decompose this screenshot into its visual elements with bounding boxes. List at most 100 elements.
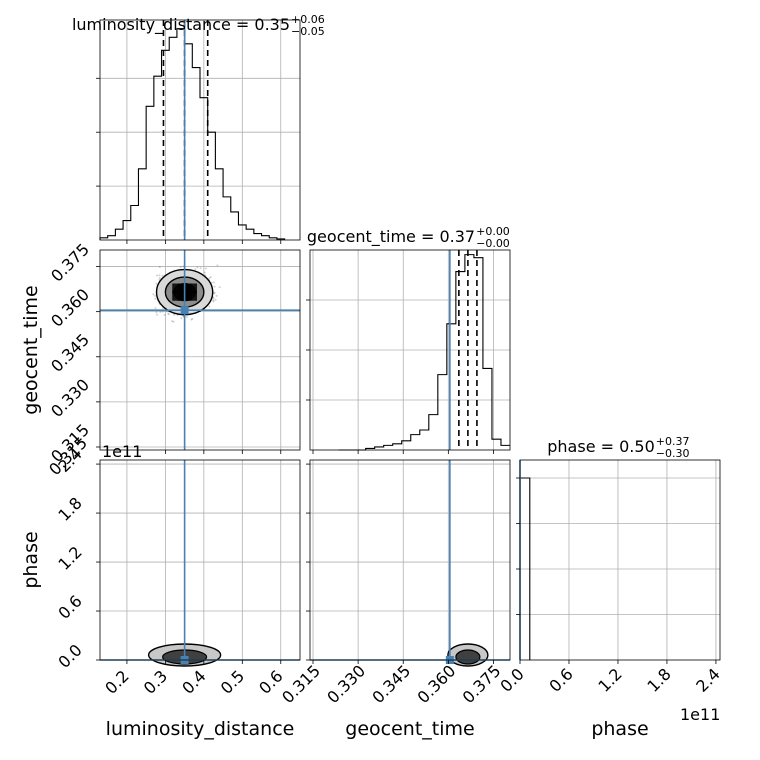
phase-xtick-label: 1.8	[643, 664, 674, 695]
phase-ytick-label: 1.2	[54, 542, 85, 573]
ylabel-geocent-time: geocent_time	[20, 285, 42, 414]
scatter-point	[173, 313, 176, 316]
pha-hist-frame	[519, 459, 721, 661]
scatter-point	[204, 267, 207, 270]
geo-xtick-label: 0.345	[368, 661, 414, 707]
scatter-point	[203, 271, 206, 274]
scatter-point	[158, 266, 161, 268]
lum-hist-step	[99, 28, 286, 240]
scatter-point	[171, 320, 174, 323]
scatter-point	[179, 265, 182, 268]
scatter-point	[154, 294, 156, 297]
scatter-point	[212, 299, 215, 302]
xlabel-geocent-time: geocent_time	[345, 718, 474, 740]
scatter-point	[168, 313, 170, 316]
geocent-ytick-label: 0.345	[47, 330, 93, 376]
scatter-point	[209, 276, 212, 279]
scatter-point	[212, 300, 215, 303]
geocent-ytick-label: 0.375	[47, 240, 93, 286]
geocent_time-title-plus: +0.00	[476, 225, 510, 238]
pha-geo-frame	[309, 459, 511, 661]
geocent_time-title-group: geocent_time = 0.37 +0.00−0.00	[307, 225, 510, 250]
phase-title-plus: +0.37	[656, 435, 690, 448]
phase-ytick-label: 1.8	[54, 493, 85, 524]
scatter-point	[215, 294, 218, 297]
geo-xtick-label: 0.330	[323, 661, 369, 707]
phase-xtick-label: 2.4	[692, 664, 723, 695]
density-core-cell	[183, 283, 197, 294]
scatter-point	[159, 311, 162, 313]
scatter-point	[212, 297, 215, 300]
scatter-point	[212, 281, 215, 284]
scatter-point	[196, 266, 199, 269]
xlabel-luminosity-distance: luminosity_distance	[106, 718, 295, 740]
geocent-ytick-label: 0.360	[47, 285, 93, 331]
scatter-point	[156, 313, 159, 316]
scatter-point	[214, 298, 217, 301]
scatter-point	[199, 267, 202, 270]
luminosity_distance-title-plus: +0.06	[291, 13, 325, 26]
lum-xtick-label: 0.2	[101, 666, 132, 697]
scatter-point	[194, 268, 197, 271]
phase-title: phase = 0.50	[547, 437, 654, 456]
truth-marker	[180, 306, 189, 315]
scatter-point	[163, 313, 166, 316]
scatter-point	[213, 292, 215, 295]
axes-layer	[96, 19, 721, 664]
phase-ytick-label: 0.0	[54, 640, 85, 671]
phase-xtick-label: 1.2	[594, 664, 625, 695]
scatter-point	[152, 293, 155, 296]
lum-xtick-label: 0.5	[217, 666, 248, 697]
scatter-point	[158, 276, 161, 279]
scatter-point	[185, 316, 188, 319]
phase-title-group: phase = 0.50 +0.37−0.30	[547, 435, 689, 460]
scatter-point	[155, 282, 158, 285]
scatter-point	[158, 274, 161, 277]
marks-layer	[99, 20, 531, 667]
luminosity_distance-title-minus: −0.05	[291, 25, 325, 38]
phase-y-offset-text: 1e11	[102, 442, 142, 461]
scatter-point	[161, 310, 164, 313]
grid-layer	[100, 20, 720, 661]
scatter-point	[213, 291, 216, 294]
xlabel-phase: phase	[591, 718, 648, 740]
scatter-point	[191, 317, 194, 320]
geo-lum-frame	[99, 249, 301, 451]
scatter-point	[172, 320, 175, 323]
scatter-point	[213, 285, 216, 288]
phase-title-minus: −0.30	[656, 447, 690, 460]
scatter-point	[208, 305, 211, 308]
geocent_time-title: geocent_time = 0.37	[307, 227, 475, 247]
lum-xtick-label: 0.4	[178, 666, 209, 697]
phase-x-offset-text: 1e11	[680, 705, 720, 724]
geo-xtick-label: 0.315	[278, 661, 324, 707]
scatter-point	[180, 317, 183, 320]
ylabel-phase: phase	[20, 531, 42, 588]
geo-xtick-label: 0.360	[414, 661, 460, 707]
density-core-cell	[183, 290, 197, 301]
geocent-ytick-label: 0.330	[47, 375, 93, 421]
scatter-point	[161, 274, 164, 277]
pha-lum-frame	[99, 459, 301, 661]
scatter-point	[216, 264, 219, 267]
lum-hist-frame	[99, 19, 301, 241]
scatter-point	[155, 311, 158, 314]
pha-geo-contour-inner	[455, 649, 481, 665]
scatter-point	[156, 274, 158, 277]
geo-hist-step	[338, 254, 510, 451]
lum-xtick-label: 0.3	[140, 666, 171, 697]
scatter-point	[167, 312, 170, 315]
geocent_time-title-minus: −0.00	[476, 237, 510, 250]
phase-ytick-label: 0.6	[54, 591, 85, 622]
scatter-point	[154, 307, 157, 310]
scatter-point	[208, 277, 211, 280]
geo-hist-frame	[309, 249, 511, 451]
scatter-point	[154, 297, 157, 300]
luminosity_distance-title-group: luminosity_distance = 0.35 +0.06−0.05	[72, 13, 325, 38]
phase-xtick-label: 0.0	[496, 664, 527, 695]
scatter-point	[218, 286, 221, 289]
scatter-point	[190, 318, 193, 321]
luminosity_distance-title: luminosity_distance = 0.35	[72, 15, 290, 35]
phase-xtick-label: 0.6	[545, 664, 576, 695]
